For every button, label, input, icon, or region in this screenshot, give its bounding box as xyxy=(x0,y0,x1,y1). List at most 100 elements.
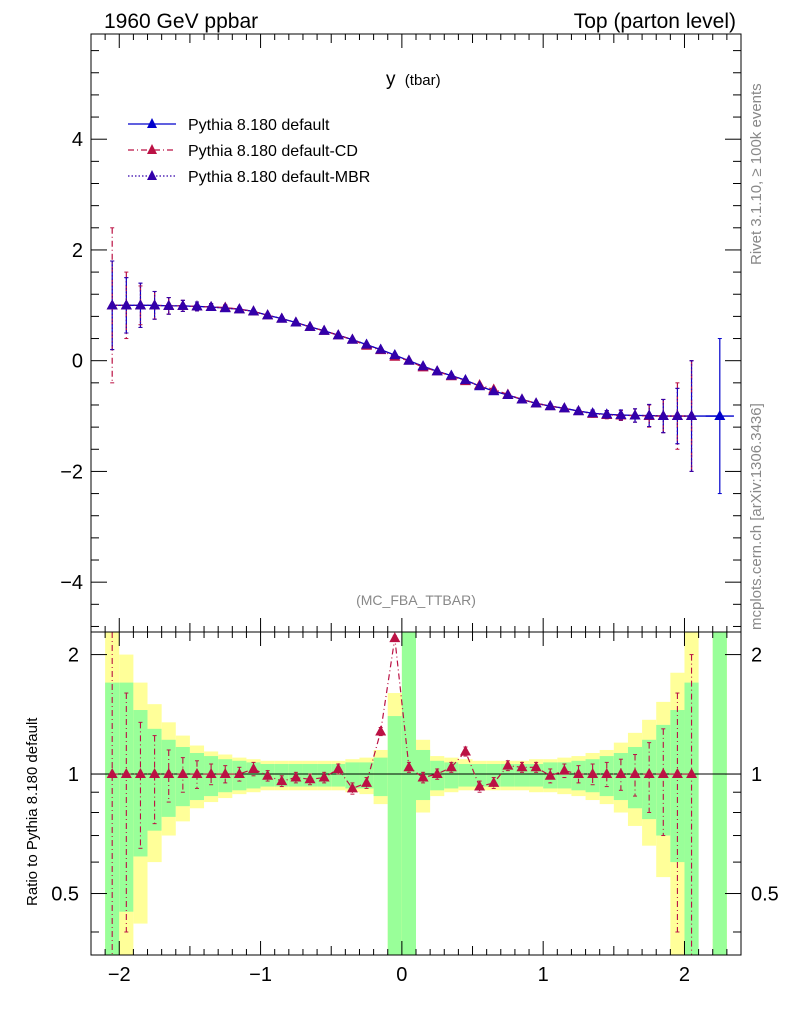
header-right: Top (parton level) xyxy=(574,10,736,33)
ratio-point xyxy=(106,768,118,779)
ratio-point xyxy=(318,771,330,782)
band-inner xyxy=(500,764,515,787)
data-point xyxy=(361,338,373,349)
band-inner xyxy=(642,739,657,820)
data-point xyxy=(417,360,429,371)
y-tick-label: 0 xyxy=(72,351,83,373)
data-point xyxy=(134,299,146,310)
ratio-point xyxy=(134,768,146,779)
data-point xyxy=(488,385,500,396)
header-left: 1960 GeV ppbar xyxy=(104,10,258,33)
band-inner xyxy=(133,710,148,857)
ratio-y-tick-label-left: 2 xyxy=(68,645,79,667)
data-point xyxy=(205,300,217,311)
ratio-y-tick-label-left: 1 xyxy=(68,764,79,786)
data-point xyxy=(346,333,358,344)
ratio-point xyxy=(530,761,542,772)
ratio-point xyxy=(262,769,274,780)
data-point xyxy=(629,409,641,420)
plot-title-main: y xyxy=(386,69,396,90)
band-inner xyxy=(387,716,402,955)
ratio-point xyxy=(233,768,245,779)
ratio-point xyxy=(544,769,556,780)
ratio-point xyxy=(304,773,316,784)
ratio-y-tick-label-right: 1 xyxy=(751,764,762,786)
rivet-label: Rivet 3.1.10, ≥ 100k events xyxy=(748,83,765,265)
data-point xyxy=(262,309,274,320)
data-point xyxy=(643,409,655,420)
ratio-point xyxy=(671,768,683,779)
ratio-point xyxy=(686,768,698,779)
data-point xyxy=(106,299,118,310)
ratio-point xyxy=(573,768,584,779)
ratio-point xyxy=(205,768,217,779)
y-tick-label: −4 xyxy=(60,572,83,594)
ratio-point xyxy=(445,761,457,772)
ratio-point xyxy=(615,768,627,779)
data-point xyxy=(714,410,726,421)
data-point xyxy=(544,400,556,411)
band-inner xyxy=(458,764,473,787)
data-point xyxy=(375,343,387,354)
x-tick-label: 0 xyxy=(396,964,407,986)
data-point xyxy=(686,410,698,421)
ratio-point xyxy=(361,776,373,787)
main-axis-ticks: −4 −2 0 2 4 xyxy=(60,34,742,632)
data-point xyxy=(403,354,415,365)
data-point xyxy=(177,299,189,310)
x-tick-label: 2 xyxy=(679,964,690,986)
band-inner xyxy=(656,724,671,836)
data-point xyxy=(459,374,471,385)
ratio-point xyxy=(248,762,259,773)
data-point xyxy=(120,299,132,310)
band-inner xyxy=(373,757,388,797)
ratio-point xyxy=(149,768,161,779)
data-point xyxy=(276,312,288,323)
ratio-point xyxy=(558,764,570,775)
ratio-point xyxy=(276,775,288,786)
ratio-point xyxy=(191,768,203,779)
band-inner xyxy=(486,764,501,787)
legend-marker-mbr xyxy=(147,170,157,180)
band-inner xyxy=(345,762,360,789)
ratio-y-tick-label-right: 0.5 xyxy=(751,884,779,906)
data-point xyxy=(191,300,203,311)
data-point xyxy=(615,408,627,419)
ratio-y-tick-label-left: 0.5 xyxy=(51,884,79,906)
ratio-point xyxy=(643,768,655,779)
legend-marker-default xyxy=(147,118,157,128)
legend-entry-cd: Pythia 8.180 default-CD xyxy=(128,143,358,160)
ratio-point xyxy=(488,776,500,787)
ratio-point xyxy=(431,768,443,779)
ratio-point xyxy=(290,771,302,782)
ratio-point xyxy=(601,768,613,779)
ratio-point xyxy=(177,768,189,779)
data-point xyxy=(474,380,486,391)
data-point xyxy=(219,302,231,313)
plot-title: y (tbar) xyxy=(386,69,441,90)
data-point xyxy=(558,402,570,413)
ratio-point xyxy=(587,768,599,779)
ratio-point xyxy=(403,761,415,772)
ratio-point xyxy=(120,768,132,779)
ratio-point xyxy=(417,771,429,782)
ratio-y-tick-label-right: 2 xyxy=(751,645,762,667)
data-point xyxy=(233,303,245,314)
data-point xyxy=(304,320,316,331)
legend-entry-default: Pythia 8.180 default xyxy=(128,117,330,134)
legend-marker-cd xyxy=(147,144,157,154)
watermark: (MC_FBA_TTBAR) xyxy=(356,592,476,608)
band-inner xyxy=(472,764,487,787)
data-point xyxy=(516,393,528,404)
ratio-point xyxy=(389,632,401,643)
data-point xyxy=(530,397,542,408)
ratio-point xyxy=(219,768,231,779)
legend-label-cd: Pythia 8.180 default-CD xyxy=(188,143,358,160)
legend: Pythia 8.180 default Pythia 8.180 defaul… xyxy=(128,117,370,186)
legend-label-default: Pythia 8.180 default xyxy=(188,117,330,134)
ratio-point xyxy=(502,759,514,770)
data-point xyxy=(290,316,302,327)
ratio-point xyxy=(459,745,471,756)
data-point xyxy=(389,349,401,360)
